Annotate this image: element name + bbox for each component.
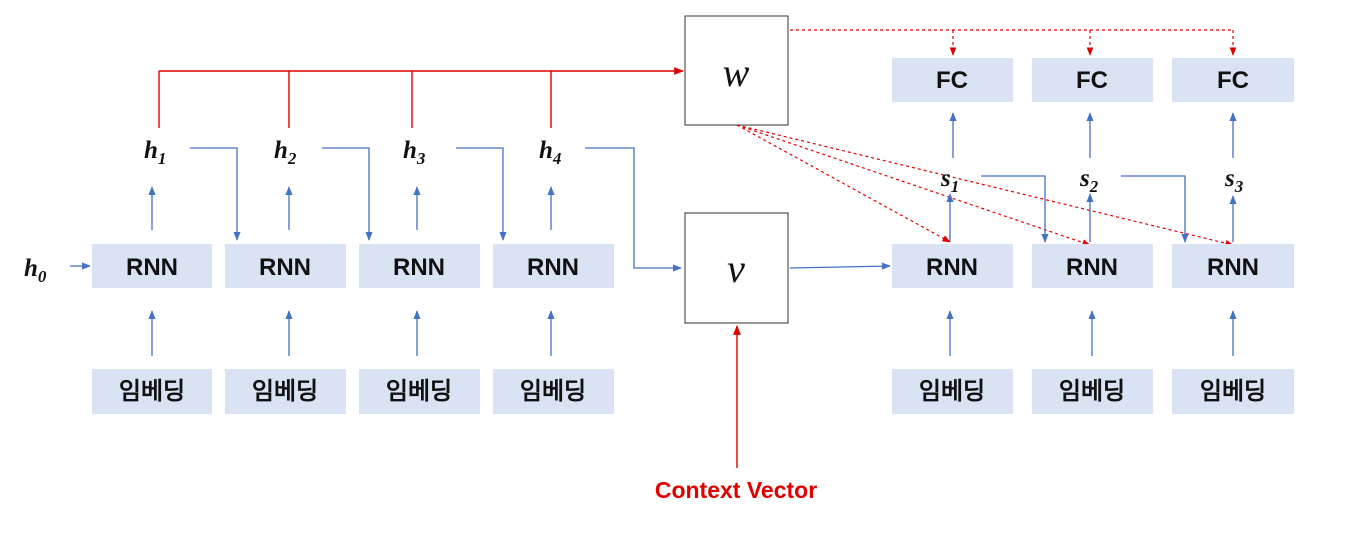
encoder-embedding-3: 임베딩 [359,369,480,414]
encoder-embedding-1: 임베딩 [92,369,212,414]
decoder-embedding-1: 임베딩 [892,369,1013,414]
h0-label: h0 [24,255,47,286]
encoder-hidden-h2: h2 [274,137,297,168]
state-to-fc-arrows [949,112,1237,158]
encoder-rnn-3: RNN [359,244,480,288]
svg-text:임베딩: 임베딩 [919,378,985,405]
decoder-rnn-2: RNN [1032,244,1153,288]
fc-box-1: FC [892,58,1013,102]
svg-text:임베딩: 임베딩 [1200,378,1266,405]
weight-to-decoder-dashed [736,124,1234,247]
svg-text:FC: FC [936,67,968,94]
encoder-embedding-4: 임베딩 [493,369,614,414]
hidden-to-weight-bus [158,67,684,128]
decoder-recurrent-arrows [981,175,1189,243]
svg-text:RNN: RNN [126,254,178,281]
svg-text:FC: FC [1076,67,1108,94]
decoder-embed-arrows [946,310,1237,356]
encoder-hidden-h3: h3 [403,137,426,168]
encoder-embed-arrows [148,310,555,356]
decoder-output-arrows [946,193,1237,242]
svg-text:임베딩: 임베딩 [119,378,185,405]
svg-text:RNN: RNN [1066,254,1118,281]
context-vector-caption: Context Vector [655,477,817,503]
decoder-state-s2: s2 [1079,165,1099,196]
encoder-embedding-2: 임베딩 [225,369,346,414]
svg-text:w: w [723,50,750,95]
encoder-rnn-2: RNN [225,244,346,288]
encoder-rnn-1: RNN [92,244,212,288]
svg-text:RNN: RNN [527,254,579,281]
svg-text:임베딩: 임베딩 [1059,378,1125,405]
context-to-decoder-arrow [789,262,891,270]
context-vector-box: v [684,212,789,324]
svg-text:RNN: RNN [1207,254,1259,281]
fc-box-3: FC [1172,58,1294,102]
weight-to-fc-dashed [790,29,1237,56]
decoder-rnn-1: RNN [892,244,1013,288]
svg-text:FC: FC [1217,67,1249,94]
decoder-embedding-3: 임베딩 [1172,369,1294,414]
encoder-output-arrows [148,186,555,230]
weight-box: w [684,15,789,126]
decoder-embedding-2: 임베딩 [1032,369,1153,414]
encoder-hidden-h4: h4 [539,137,561,168]
svg-text:RNN: RNN [393,254,445,281]
svg-text:RNN: RNN [259,254,311,281]
encoder-rnn-4: RNN [493,244,614,288]
svg-text:임베딩: 임베딩 [386,378,452,405]
svg-text:임베딩: 임베딩 [252,378,318,405]
svg-text:v: v [727,246,745,291]
fc-box-2: FC [1032,58,1153,102]
decoder-rnn-3: RNN [1172,244,1294,288]
encoder-recurrent-arrows [190,147,682,272]
encoder-hidden-h1: h1 [144,137,166,168]
svg-text:RNN: RNN [926,254,978,281]
svg-text:임베딩: 임베딩 [520,378,586,405]
decoder-state-s1: s1 [940,165,959,196]
decoder-state-s3: s3 [1224,165,1244,196]
